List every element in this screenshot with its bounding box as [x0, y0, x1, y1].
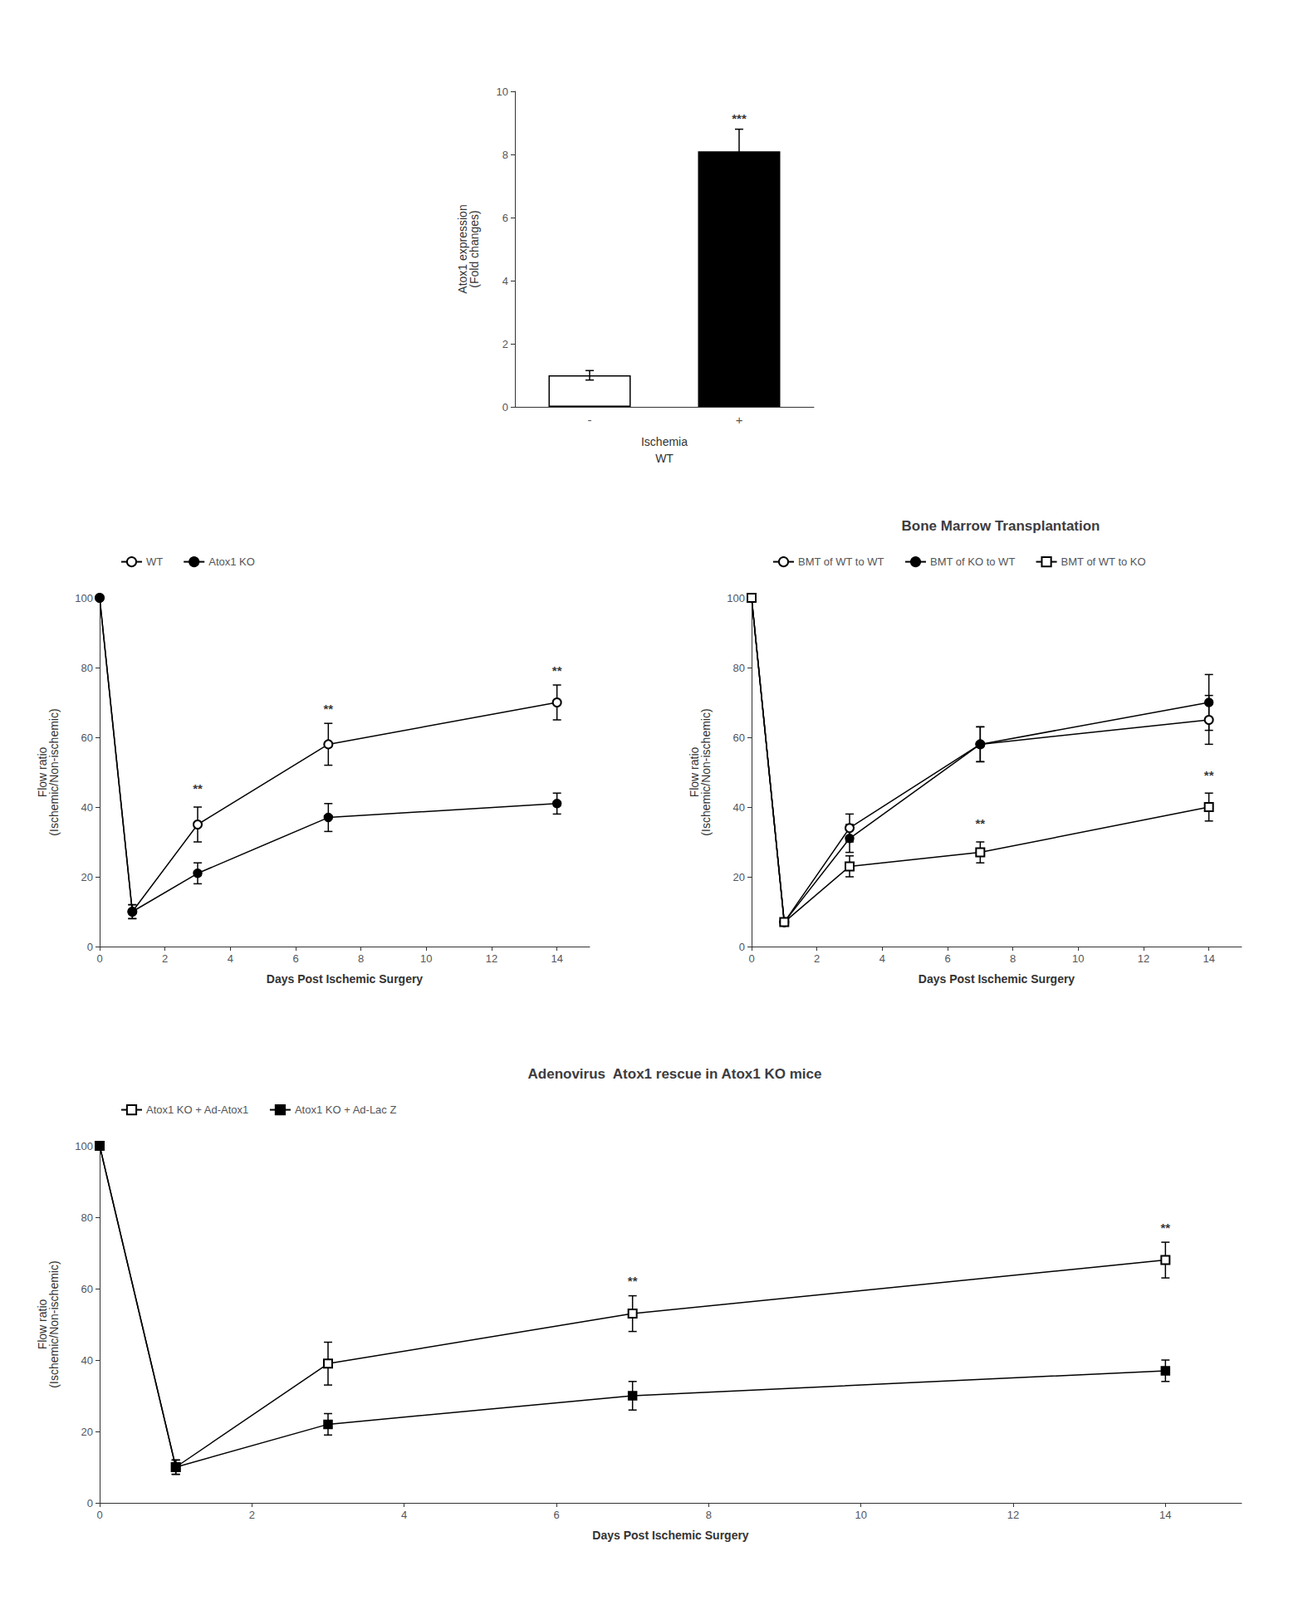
svg-text:0: 0: [748, 952, 755, 966]
svg-text:Flow ratio: Flow ratio: [687, 747, 701, 798]
svg-text:2: 2: [813, 952, 820, 966]
svg-text:WT: WT: [655, 451, 674, 466]
svg-text:14: 14: [550, 952, 563, 966]
svg-text:100: 100: [726, 592, 745, 605]
svg-text:2: 2: [502, 338, 509, 351]
svg-text:0: 0: [502, 401, 509, 414]
svg-text:Adenovirus Atox1 rescue in At: Adenovirus Atox1 rescue in Atox1 KO mice: [528, 1066, 823, 1083]
svg-text:Atox1 KO: Atox1 KO: [208, 555, 255, 569]
svg-text:0: 0: [87, 940, 94, 954]
svg-text:10: 10: [854, 1508, 867, 1522]
svg-text:Days Post Ischemic Surgery: Days Post Ischemic Surgery: [918, 972, 1076, 986]
svg-text:+: +: [735, 412, 744, 427]
svg-text:40: 40: [81, 801, 94, 814]
svg-text:-: -: [587, 412, 593, 427]
svg-text:14: 14: [1202, 952, 1215, 966]
svg-text:BMT of WT to KO: BMT of WT to KO: [1061, 555, 1147, 569]
svg-text:60: 60: [81, 731, 94, 745]
svg-text:100: 100: [74, 1140, 94, 1153]
svg-text:(Ischemic/Non-ischemic): (Ischemic/Non-ischemic): [47, 708, 61, 836]
svg-text:8: 8: [705, 1508, 712, 1522]
svg-text:0: 0: [96, 952, 103, 966]
svg-text:0: 0: [96, 1508, 103, 1522]
svg-text:Atox1 expression: Atox1 expression: [455, 204, 470, 294]
svg-text:(Ischemic/Non-ischemic): (Ischemic/Non-ischemic): [699, 708, 713, 836]
svg-text:2: 2: [249, 1508, 255, 1522]
svg-text:8: 8: [502, 148, 509, 162]
svg-text:2: 2: [161, 952, 168, 966]
svg-text:10: 10: [420, 952, 432, 966]
svg-text:4: 4: [227, 952, 234, 966]
svg-text:0: 0: [739, 940, 745, 954]
svg-text:20: 20: [733, 871, 745, 884]
svg-text:**: **: [627, 1273, 638, 1289]
svg-text:40: 40: [733, 801, 745, 814]
svg-text:Days Post Ischemic Surgery: Days Post Ischemic Surgery: [592, 1528, 750, 1543]
svg-text:20: 20: [81, 1425, 94, 1439]
svg-text:6: 6: [944, 952, 951, 966]
svg-text:Flow ratio: Flow ratio: [35, 1299, 49, 1350]
svg-text:60: 60: [733, 731, 745, 745]
svg-text:**: **: [192, 781, 203, 796]
svg-text:10: 10: [1072, 952, 1084, 966]
svg-text:80: 80: [733, 661, 745, 675]
svg-text:6: 6: [553, 1508, 559, 1522]
svg-text:80: 80: [81, 661, 94, 675]
svg-text:12: 12: [1137, 952, 1150, 966]
svg-text:**: **: [1204, 768, 1215, 783]
svg-text:12: 12: [485, 952, 498, 966]
svg-text:***: ***: [731, 111, 747, 126]
svg-text:(Fold changes): (Fold changes): [467, 210, 481, 288]
svg-text:4: 4: [879, 952, 886, 966]
svg-text:14: 14: [1159, 1508, 1171, 1522]
svg-text:80: 80: [81, 1211, 94, 1225]
svg-text:60: 60: [81, 1283, 94, 1296]
svg-text:BMT of KO to WT: BMT of KO to WT: [930, 555, 1015, 569]
svg-text:8: 8: [1009, 952, 1016, 966]
svg-text:100: 100: [74, 592, 94, 605]
svg-text:**: **: [1160, 1220, 1171, 1235]
svg-text:Ischemia: Ischemia: [641, 435, 688, 449]
svg-text:Days Post Ischemic Surgery: Days Post Ischemic Surgery: [266, 972, 424, 986]
svg-text:**: **: [323, 701, 334, 716]
svg-text:Atox1 KO + Ad-Lac Z: Atox1 KO + Ad-Lac Z: [294, 1103, 397, 1117]
svg-text:BMT of WT to WT: BMT of WT to WT: [798, 555, 885, 569]
svg-text:40: 40: [81, 1354, 94, 1367]
svg-text:20: 20: [81, 871, 94, 884]
svg-text:Atox1 KO + Ad-Atox1: Atox1 KO + Ad-Atox1: [146, 1103, 249, 1117]
svg-text:**: **: [974, 816, 985, 831]
svg-text:Flow ratio: Flow ratio: [35, 747, 49, 798]
svg-text:**: **: [552, 663, 563, 678]
svg-text:12: 12: [1007, 1508, 1019, 1522]
svg-text:4: 4: [502, 274, 509, 288]
svg-text:Bone Marrow Transplantation: Bone Marrow Transplantation: [901, 518, 1101, 534]
svg-text:4: 4: [401, 1508, 407, 1522]
svg-text:6: 6: [502, 211, 509, 225]
svg-text:0: 0: [87, 1497, 94, 1510]
svg-text:10: 10: [496, 85, 509, 98]
svg-text:WT: WT: [146, 555, 163, 569]
svg-text:6: 6: [292, 952, 299, 966]
svg-text:(Ischemic/Non-ischemic): (Ischemic/Non-ischemic): [47, 1260, 61, 1388]
svg-text:8: 8: [357, 952, 364, 966]
